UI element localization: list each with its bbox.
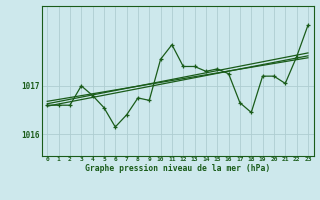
X-axis label: Graphe pression niveau de la mer (hPa): Graphe pression niveau de la mer (hPa) [85,164,270,173]
